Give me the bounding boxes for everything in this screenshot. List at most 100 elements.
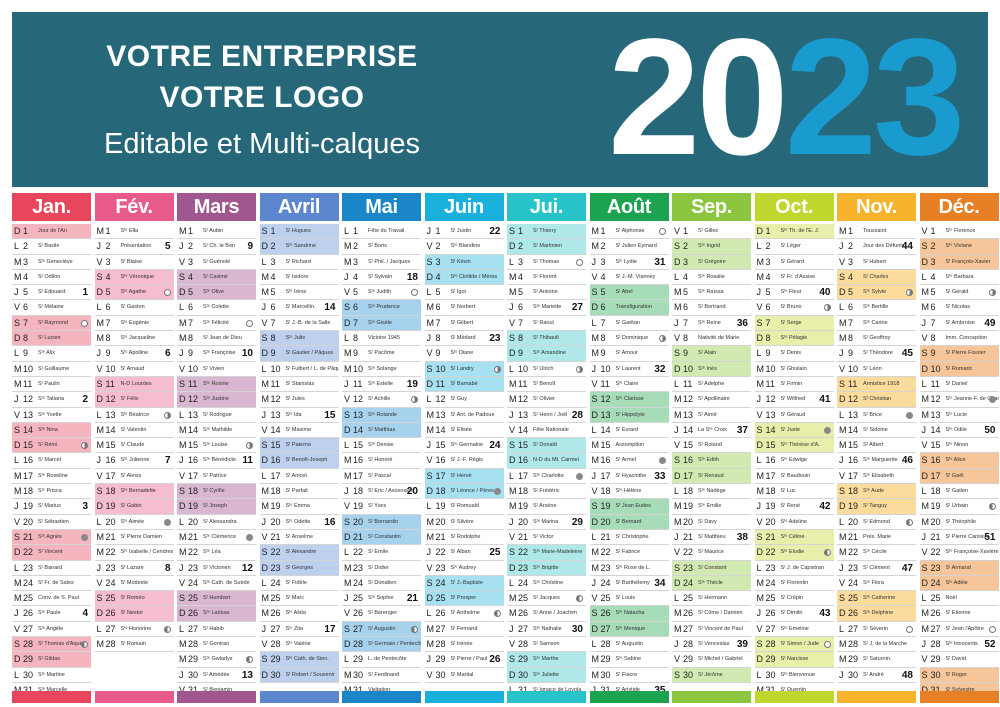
saint-name: Sᵗ Vincent de Paul	[698, 625, 743, 632]
day-number: 12	[188, 394, 199, 405]
saint-name: Sᵗ Parfait	[285, 488, 308, 495]
saint-name: Sᵗ Adelphe	[698, 380, 725, 387]
day-row: S 17 Sᵗ Hervé	[424, 468, 504, 485]
weekday-letter: M	[509, 608, 517, 619]
weekday-letter: M	[921, 287, 930, 298]
weekday-letter: S	[921, 241, 928, 252]
day-row: J 30 Sᵗ André 48	[837, 668, 916, 683]
weekday-letter: L	[261, 470, 267, 481]
saint-name: Sᵗ Modeste	[120, 579, 149, 586]
saint-name: Sᵗᵉ Reine	[698, 319, 721, 326]
day-row: L 20 Sᵗᵉ Aimée	[94, 515, 174, 530]
day-number: 13	[23, 409, 34, 420]
day-row: D 7 Sᵗᵉ Gisèle	[342, 315, 421, 332]
weekday-letter: M	[839, 547, 847, 558]
day-number: 4	[930, 271, 936, 282]
week-number: 2	[82, 394, 88, 406]
weekday-letter: M	[921, 608, 930, 619]
saint-name: Sᵗᵉ Ella	[120, 228, 139, 234]
weekday-letter: L	[261, 256, 267, 267]
day-number: 7	[435, 317, 441, 328]
day-row: V 5 Sᵗᵉ Judith	[342, 285, 421, 301]
saint-name: Sᵗ Armand	[945, 564, 971, 571]
saint-name: Sᵗ Firmin	[780, 380, 803, 387]
saint-name: Sᵗᵉ Julie	[285, 335, 306, 342]
day-row: J 20 Sᵗᵉ Odette 16	[259, 515, 339, 530]
day-number: 25	[188, 593, 199, 604]
saint-name: Sᵗ Marc	[285, 595, 305, 602]
saint-name: Sᵗ Romain	[120, 641, 146, 648]
day-number: 9	[353, 348, 359, 359]
saint-name: Sᵗ Roméo	[120, 595, 145, 602]
day-number: 8	[105, 333, 111, 344]
day-number: 13	[848, 409, 859, 420]
day-number: 9	[270, 348, 276, 359]
day-number: 1	[435, 226, 441, 236]
day-row: V 24 Sᵗ Modeste	[94, 576, 174, 592]
day-row: D 23 Sᵗ Georges	[259, 560, 339, 576]
day-number: 27	[930, 623, 941, 634]
day-row: V 11 Sᵗᵉ Claire	[589, 377, 669, 393]
day-number: 20	[435, 516, 446, 527]
day-number: 12	[848, 394, 859, 405]
saint-name: Sᵗ Gabin	[120, 503, 142, 510]
weekday-letter: L	[674, 486, 680, 497]
weekday-letter: S	[261, 654, 268, 665]
day-number: 30	[270, 669, 281, 680]
saint-name: Sᵗ J.-F. Régis	[450, 457, 483, 464]
day-number: 10	[105, 363, 116, 374]
day-number: 1	[765, 226, 771, 236]
weekday-letter: V	[14, 302, 21, 313]
day-row: D 24 Sᵗᵉ Thècle	[672, 575, 751, 592]
day-row: V 30 Sᵗ Martial	[424, 668, 504, 683]
day-number: 30	[848, 669, 859, 680]
week-number: 43	[819, 608, 831, 620]
day-number: 25	[435, 593, 446, 604]
moon-phase-icon	[246, 442, 253, 450]
moon-phase-icon	[988, 503, 996, 511]
weekday-letter: D	[14, 440, 21, 451]
saint-name: Sᵗ J.-Baptiste	[450, 579, 483, 586]
moon-phase-icon	[576, 595, 583, 603]
week-number: 19	[406, 378, 418, 390]
day-number: 20	[188, 516, 199, 527]
weekday-letter: V	[591, 271, 598, 282]
moon-phase-icon	[411, 289, 418, 297]
day-row: V 24 Sᵗᵉ Cath. de Suède	[177, 576, 256, 592]
saint-name: Sᵗ Wilfried	[780, 396, 806, 403]
weekday-letter: D	[179, 287, 186, 298]
saint-name: Sᵗ Jérôme	[698, 671, 723, 678]
day-number: 3	[518, 256, 524, 267]
weekday-letter: D	[426, 486, 434, 497]
day-number: 23	[435, 562, 446, 573]
day-number: 10	[435, 363, 446, 374]
saint-name: Sᵗᵉ Angèle	[38, 625, 64, 632]
day-row: J 6 Sᵗ Marcellin 14	[259, 300, 339, 316]
saint-name: Sᵗ Anthelme	[450, 610, 480, 617]
day-number: 25	[848, 593, 859, 604]
day-row: S 11 N-D Lourdes	[94, 376, 174, 393]
day-row: M 11 Sᵗ Firmin	[754, 377, 834, 393]
saint-name: Sᵗᵉ Edwige	[780, 457, 808, 464]
day-row: V 13 Sᵗᵉ Yvette	[12, 408, 91, 423]
saint-name: Sᵗ Julien Eymard	[615, 243, 657, 250]
weekday-letter: D	[674, 363, 681, 374]
weekday-letter: J	[591, 256, 597, 267]
saint-name: Sᵗ Gaston	[120, 304, 145, 311]
weekday-letter: S	[96, 271, 103, 282]
day-number: 2	[600, 241, 606, 252]
day-number: 3	[23, 256, 29, 267]
day-row: M 28 Sᵗ J. de la Marche	[837, 637, 916, 653]
day-row: M 29 Sᵗ Saturnin	[837, 652, 916, 668]
day-row: S 9 Sᵗ Alain	[672, 346, 751, 362]
month-column: Oct. D 1 Sᵗᵉ Th. de l'E. J. L 2 Sᵗ Léger M 3 Sᵗ G…	[754, 193, 834, 703]
day-row: M 17 Sᵗ Pascal	[342, 469, 421, 485]
weekday-letter: M	[14, 363, 22, 374]
moon-phase-icon	[576, 472, 583, 480]
saint-name: Sᵗ Bernard	[615, 518, 642, 525]
saint-name: Sᵗ Alphonse	[615, 228, 645, 234]
saint-name: Sᵗ Irénée	[450, 641, 473, 648]
day-row: J 1 Sᵗ Justin 22	[424, 224, 504, 240]
day-row: L 29 L. de Pentecôte	[342, 652, 421, 668]
saint-name: Sᵗ Ambroise	[945, 319, 975, 326]
